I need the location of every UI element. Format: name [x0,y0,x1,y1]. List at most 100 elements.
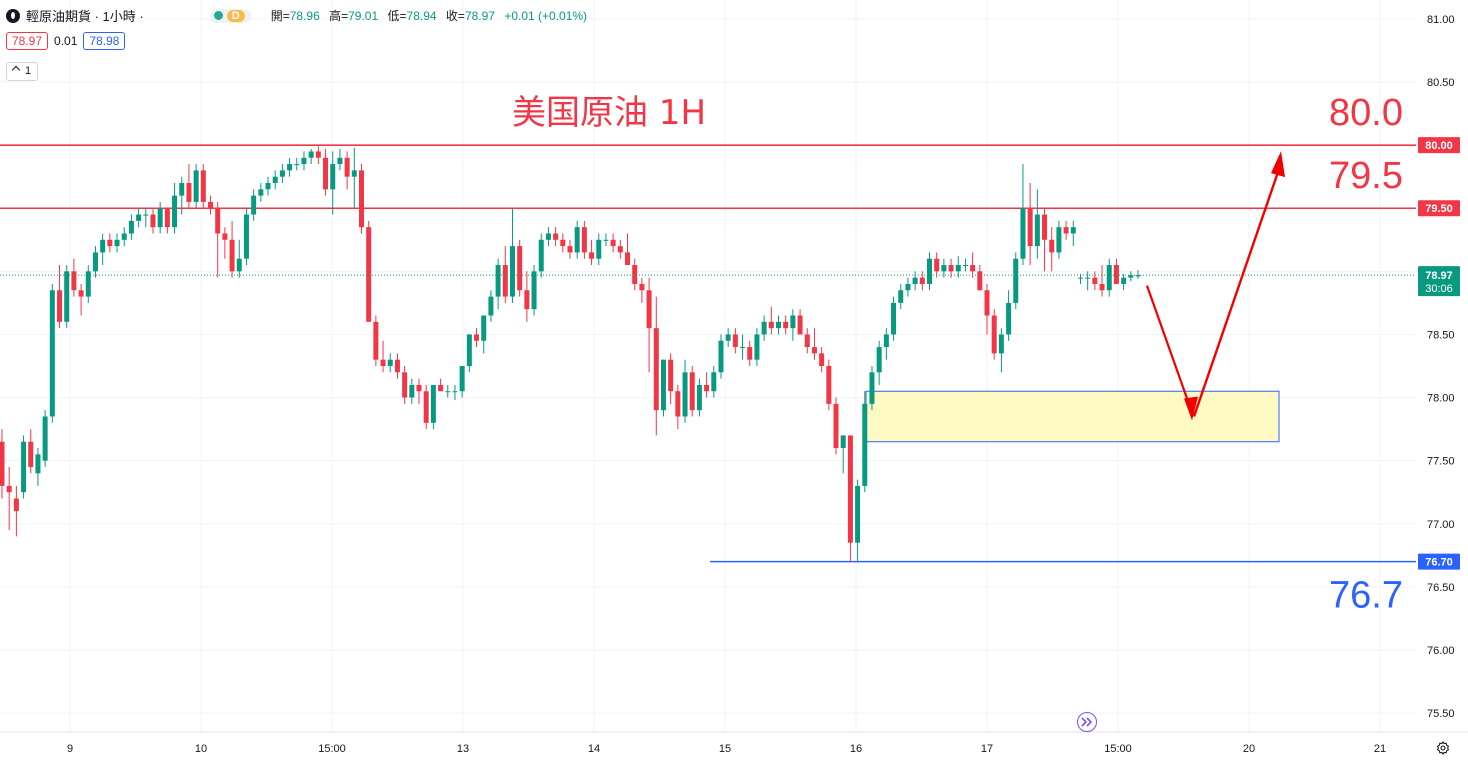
candle-body [761,321,767,335]
candle-body [984,290,990,316]
candle-body [840,435,846,449]
low-value: 78.94 [406,9,437,23]
candle-body [179,183,185,196]
level-annotation: 80.0 [1329,92,1403,134]
buy-price-button[interactable]: 78.98 [83,32,126,50]
candle-body [905,283,911,291]
candle-body [164,208,170,228]
high-value: 79.01 [348,9,379,23]
candle-body [57,290,63,322]
candle-body [387,359,393,366]
y-tick-label: 76.50 [1427,582,1455,594]
candle-body [531,271,537,310]
candle-body [883,334,889,348]
candle-body [855,485,861,543]
candle-body [912,277,918,284]
candle-body [315,151,321,158]
candle-body [891,302,897,335]
candle-body [308,151,314,158]
level-annotation: 76.7 [1329,575,1403,617]
projection-arrow-up [1192,168,1281,417]
chevron-down-icon [11,65,21,75]
candle-body [13,498,19,512]
candle-body [524,290,530,310]
candle-body [279,170,285,177]
candle-body [6,485,12,493]
candle-body [998,334,1004,354]
candle-body [85,271,91,297]
candle-body [1034,214,1040,247]
candle-body [804,334,810,348]
candle-body [236,258,242,272]
candle-body [452,391,458,393]
candle-body [653,328,659,411]
sell-price-button[interactable]: 78.97 [6,32,49,50]
chart-header: 輕原油期貨 · 1小時 · D 開=78.96 高=79.01 低=78.94 … [6,6,587,25]
y-tick-label: 80.50 [1427,77,1455,89]
candle-body [783,321,789,329]
level-price-tag [1418,553,1460,570]
candle-body [495,265,501,297]
candle-body [64,271,70,322]
candle-body [704,384,710,392]
candle-body [625,252,631,266]
level-price-label: 79.50 [1425,203,1453,215]
candle-body [380,359,386,366]
quote-boxes: 78.97 0.01 78.98 [6,32,126,50]
candle-body [639,283,645,291]
candle-body [740,347,746,349]
market-open-dot [213,11,223,20]
candle-body [632,265,638,284]
market-status-pill[interactable]: D [209,8,251,23]
close-value: 78.97 [464,9,495,23]
level-price-label: 76.70 [1425,557,1453,569]
y-tick-label: 76.00 [1427,645,1455,657]
candle-body [272,176,278,183]
chart-title: 美国原油 1H [512,93,706,133]
candle-body [955,265,961,272]
candle-body [1092,277,1098,284]
arrowhead-up [1271,151,1285,178]
candle-body [157,208,163,228]
candle-body [107,239,113,247]
candle-body [617,246,623,253]
candle-body [502,265,508,297]
candle-body [423,391,429,423]
candle-body [1121,277,1127,284]
candle-body [1056,227,1062,253]
x-tick-label: 15:00 [1104,743,1132,755]
candle-body [78,290,84,297]
candle-body [1106,265,1112,291]
candle-body [869,372,875,404]
candle-body [28,441,34,467]
symbol-title[interactable]: 輕原油期貨 · 1小時 · [26,9,144,24]
candle-body [948,265,954,272]
gear-icon[interactable] [1436,741,1450,755]
candle-body [265,183,271,190]
oil-drop-icon [6,8,20,23]
level-annotation: 79.5 [1329,155,1403,197]
candle-body [100,239,106,253]
candle-body [1077,277,1083,279]
candle-body [1070,227,1076,234]
candle-body [776,321,782,329]
level-price-tag [1418,137,1460,154]
candle-body [323,157,329,190]
candle-body [517,246,523,291]
candle-body [747,347,753,360]
candle-body [1042,214,1048,240]
candle-body [136,214,142,221]
candle-body [92,252,98,272]
candle-body [287,164,293,171]
candle-body [862,403,868,486]
candle-body [186,183,192,202]
goto-realtime-button[interactable] [1077,712,1097,732]
candle-body [1113,265,1119,284]
candle-body [603,239,609,241]
indicator-collapse-toggle[interactable]: 1 [6,62,39,81]
candle-body [919,277,925,284]
projection-arrow-down [1145,285,1194,413]
candle-body [660,359,666,411]
candle-body [797,315,803,335]
